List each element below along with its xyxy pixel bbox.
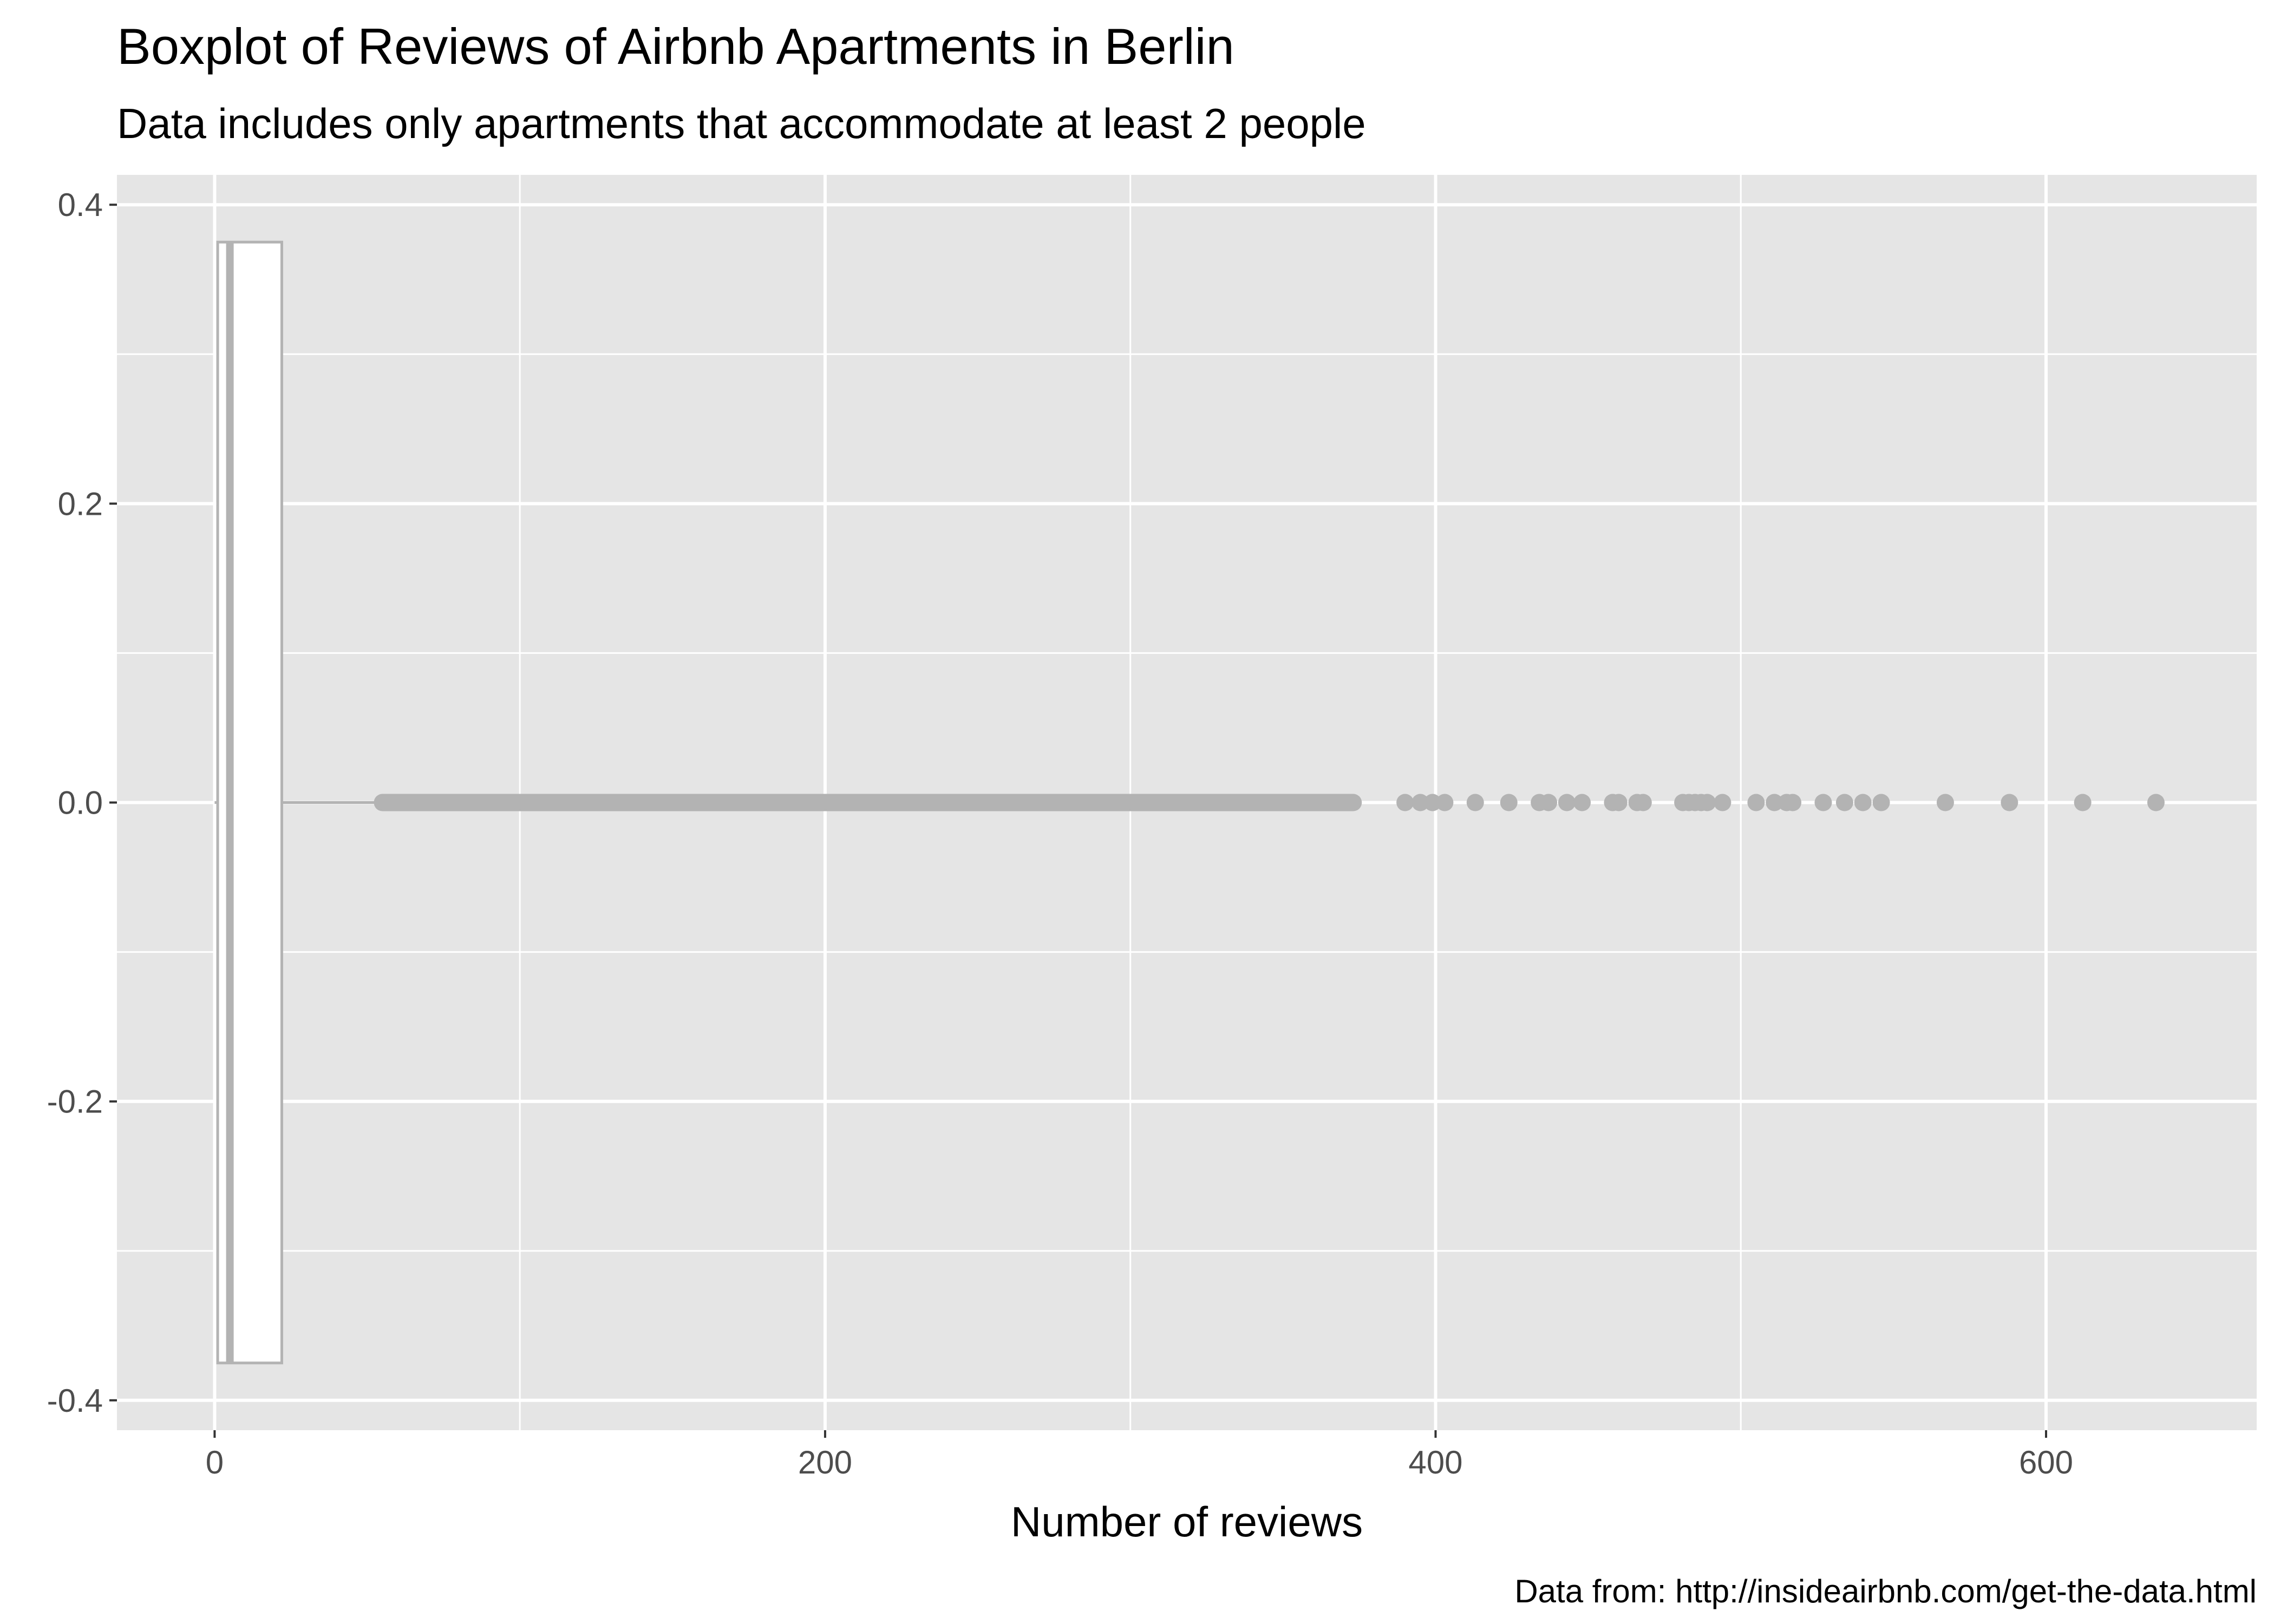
outlier-point: [1714, 794, 1731, 811]
outlier-point: [1814, 794, 1832, 811]
x-tick-label: 0: [206, 1444, 224, 1481]
y-tick-label: 0.4: [58, 187, 103, 223]
outlier-point: [1540, 794, 1558, 811]
x-axis: 0 200 400 600: [206, 1430, 2073, 1481]
outlier-point: [1854, 794, 1872, 811]
outlier-point: [1698, 794, 1716, 811]
chart-caption: Data from: http://insideairbnb.com/get-t…: [1514, 1573, 2257, 1609]
chart-title: Boxplot of Reviews of Airbnb Apartments …: [117, 18, 1234, 75]
outlier-point: [1396, 794, 1414, 811]
y-tick-label: -0.2: [47, 1084, 103, 1120]
outlier-point: [2074, 794, 2092, 811]
outlier-point: [1634, 794, 1652, 811]
x-tick-label: 600: [2019, 1444, 2073, 1481]
outlier-point: [1412, 794, 1429, 811]
y-tick-label: -0.4: [47, 1383, 103, 1419]
outlier-point: [1573, 794, 1591, 811]
outlier-point: [1784, 794, 1802, 811]
outlier-point: [1466, 794, 1484, 811]
boxplot-group: [214, 240, 383, 1365]
outlier-point: [2001, 794, 2018, 811]
x-axis-title: Number of reviews: [1011, 1498, 1363, 1546]
outlier-point: [1500, 794, 1518, 811]
y-axis: 0.4 0.2 0.0 -0.2 -0.4: [47, 187, 117, 1419]
outlier-point: [2147, 794, 2165, 811]
y-tick-label: 0.0: [58, 785, 103, 821]
outlier-point: [1766, 794, 1783, 811]
outlier-point: [1423, 794, 1441, 811]
x-tick-label: 400: [1408, 1444, 1462, 1481]
outlier-point: [1610, 794, 1628, 811]
y-tick-label: 0.2: [58, 486, 103, 522]
outlier-points: [374, 794, 2165, 811]
outlier-point: [1747, 794, 1765, 811]
outlier-point: [1835, 794, 1853, 811]
outlier-point: [1436, 794, 1454, 811]
outlier-point: [1872, 794, 1890, 811]
chart-subtitle: Data includes only apartments that accom…: [117, 100, 1366, 147]
x-tick-label: 200: [798, 1444, 852, 1481]
outlier-point: [1936, 794, 1954, 811]
outlier-point: [1558, 794, 1576, 811]
dense-outlier-band: [374, 794, 1362, 811]
